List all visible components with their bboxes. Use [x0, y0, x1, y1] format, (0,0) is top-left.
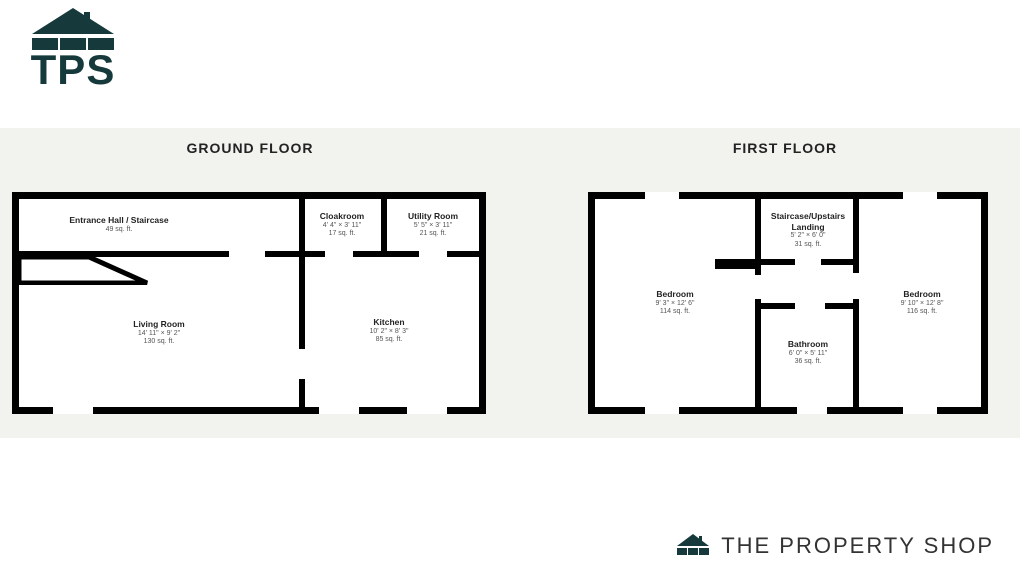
wall: [381, 199, 387, 257]
door-opening: [903, 407, 937, 414]
label-living: Living Room 14' 11" × 9' 2" 130 sq. ft.: [89, 319, 229, 347]
brand-full-text: THE PROPERTY SHOP: [721, 533, 994, 559]
ground-floor-plan: Entrance Hall / Staircase 49 sq. ft. Liv…: [12, 192, 486, 414]
brand-logo-top: TPS: [28, 6, 118, 94]
door-opening: [795, 303, 825, 309]
door-opening: [645, 192, 679, 199]
label-landing: Staircase/Upstairs Landing 5' 2" × 6' 0"…: [761, 211, 855, 250]
brand-short-text: TPS: [31, 46, 116, 94]
wall: [715, 259, 761, 269]
door-opening: [299, 349, 305, 379]
label-entrance: Entrance Hall / Staircase 49 sq. ft.: [29, 215, 209, 234]
door-opening: [53, 407, 93, 414]
label-kitchen: Kitchen 10' 2" × 8' 3" 85 sq. ft.: [329, 317, 449, 345]
wall: [299, 251, 305, 407]
door-opening: [797, 407, 827, 414]
door-opening: [419, 251, 447, 257]
label-utility: Utility Room 5' 5" × 3' 11" 21 sq. ft.: [389, 211, 477, 239]
door-opening: [903, 192, 937, 199]
first-floor-plan: Staircase/Upstairs Landing 5' 2" × 6' 0"…: [588, 192, 988, 414]
door-opening: [853, 273, 859, 299]
first-floor-title: FIRST FLOOR: [570, 140, 1000, 156]
stair-angle: [19, 249, 149, 285]
door-opening: [755, 275, 761, 299]
door-opening: [319, 407, 359, 414]
door-opening: [229, 251, 265, 257]
house-icon: [675, 533, 711, 557]
brand-logo-footer: THE PROPERTY SHOP: [675, 533, 994, 559]
label-bed1: Bedroom 9' 3" × 12' 6" 114 sq. ft.: [615, 289, 735, 317]
label-cloak: Cloakroom 4' 4" × 3' 11" 17 sq. ft.: [303, 211, 381, 239]
label-bed2: Bedroom 9' 10" × 12' 8" 116 sq. ft.: [867, 289, 977, 317]
label-bath: Bathroom 6' 0" × 5' 11" 36 sq. ft.: [761, 339, 855, 367]
page: TPS GROUND FLOOR FIRST FLOOR Entrance: [0, 0, 1020, 573]
door-opening: [325, 251, 353, 257]
door-opening: [645, 407, 679, 414]
door-opening: [795, 259, 821, 265]
door-opening: [407, 407, 447, 414]
ground-floor-title: GROUND FLOOR: [0, 140, 500, 156]
